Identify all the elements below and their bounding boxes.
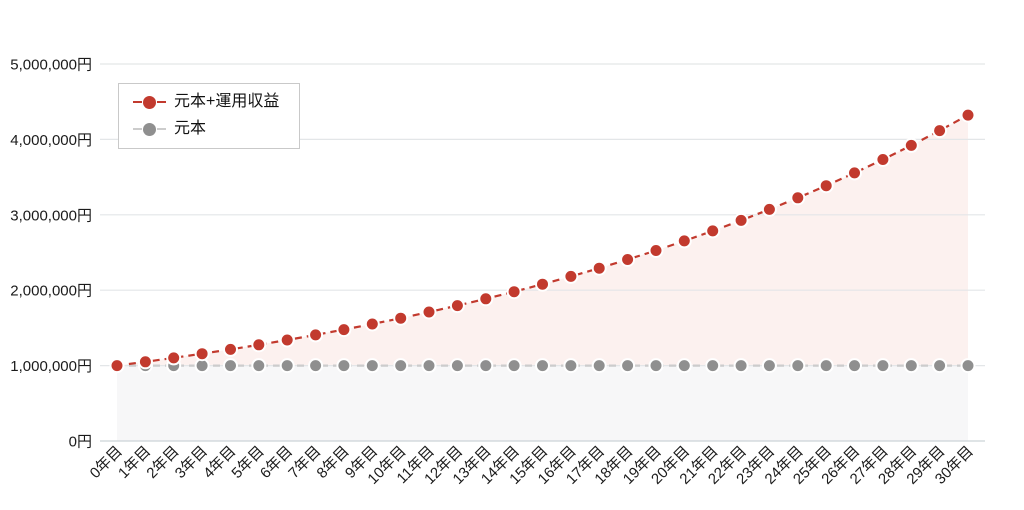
data-point: [308, 327, 324, 343]
data-point: [733, 358, 749, 374]
data-point: [903, 358, 919, 374]
data-point: [506, 358, 522, 374]
data-point: [648, 358, 664, 374]
data-point: [421, 358, 437, 374]
series-area-0: [117, 115, 968, 366]
y-axis-tick-label: 3,000,000円: [10, 207, 92, 224]
data-point: [591, 358, 607, 374]
data-point: [705, 358, 721, 374]
data-point: [535, 276, 550, 292]
y-axis-tick-label: 1,000,000円: [10, 358, 92, 375]
legend-item-0: 元本+運用収益: [133, 92, 279, 113]
data-point: [932, 358, 948, 374]
data-point: [336, 322, 352, 338]
data-point: [506, 284, 522, 300]
data-point: [705, 223, 721, 239]
data-point: [790, 358, 806, 374]
data-point: [194, 346, 210, 362]
data-point: [393, 358, 409, 374]
legend-series-marker-icon: [133, 95, 166, 109]
x-axis-labels: 0年目1年目2年目3年目4年目5年目6年目7年目8年目9年目10年目11年目12…: [87, 443, 977, 488]
data-point: [818, 178, 834, 194]
data-point: [847, 165, 862, 181]
data-point: [761, 201, 777, 217]
data-point: [449, 298, 465, 314]
data-point: [818, 358, 834, 374]
data-point: [478, 358, 494, 374]
y-axis-tick-label: 4,000,000円: [10, 132, 92, 149]
data-point: [109, 358, 125, 374]
series-1: [109, 358, 976, 374]
legend-item-1: 元本: [133, 119, 279, 140]
series-areas: [117, 115, 968, 441]
data-point: [223, 341, 238, 357]
data-point: [449, 358, 465, 374]
data-point: [591, 260, 607, 276]
data-point: [393, 310, 409, 326]
data-point: [137, 354, 153, 370]
legend-series-marker-icon: [133, 122, 166, 136]
data-point: [166, 350, 182, 366]
data-point: [364, 316, 380, 332]
data-point: [421, 304, 437, 320]
data-point: [875, 152, 891, 167]
data-point: [903, 137, 919, 153]
data-point: [847, 358, 862, 374]
series-area-1: [117, 365, 968, 441]
data-point: [223, 358, 238, 374]
y-axis-tick-label: 2,000,000円: [10, 283, 92, 300]
data-point: [620, 252, 636, 267]
data-point: [875, 358, 891, 374]
data-point: [790, 190, 806, 206]
data-point: [648, 243, 664, 258]
data-point: [336, 358, 352, 374]
data-point: [676, 358, 692, 374]
data-point: [960, 358, 976, 374]
legend-label: 元本+運用収益: [174, 93, 280, 110]
data-point: [251, 358, 267, 374]
data-point: [279, 358, 295, 374]
data-point: [563, 268, 579, 284]
y-axis-tick-label: 0円: [69, 434, 92, 451]
data-point: [676, 233, 692, 249]
series-0: [109, 107, 976, 374]
data-point: [960, 107, 976, 123]
data-point: [279, 332, 295, 348]
chart-legend: 元本+運用収益 元本: [118, 83, 301, 149]
data-point: [478, 291, 494, 307]
data-point: [563, 358, 579, 374]
data-point: [620, 358, 636, 374]
legend-label: 元本: [174, 119, 207, 137]
y-axis-tick-label: 5,000,000円: [10, 57, 92, 74]
data-point: [761, 358, 777, 374]
data-point: [364, 358, 380, 374]
data-point: [251, 337, 267, 353]
data-point: [308, 358, 324, 374]
data-point: [535, 358, 550, 374]
data-point: [733, 212, 749, 228]
data-point: [932, 123, 948, 139]
